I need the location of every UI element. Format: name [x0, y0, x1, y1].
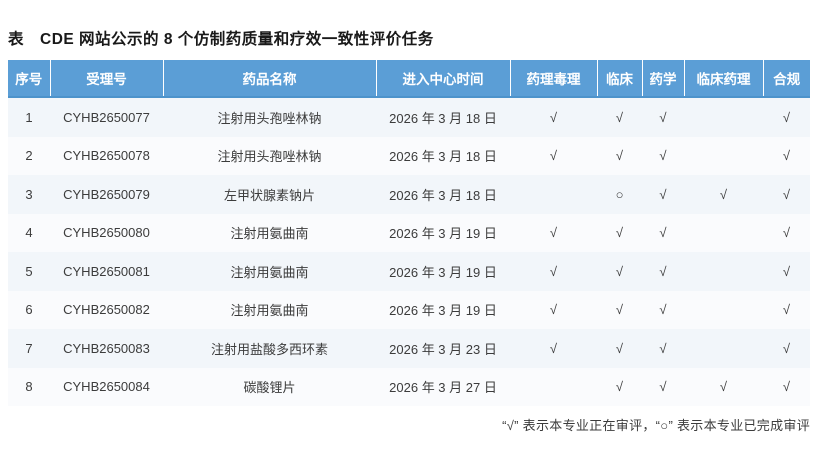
table-row: 6 CYHB2650082 注射用氨曲南 2026 年 3 月 19 日 √ √… — [8, 290, 810, 330]
cell-mark-pharm-tox: √ — [549, 302, 558, 318]
table-row: 1 CYHB2650077 注射用头孢唑林钠 2026 年 3 月 18 日 √… — [8, 97, 810, 137]
cell-mark-pharm-tox: √ — [549, 109, 558, 125]
cell-seq: 1 — [25, 109, 33, 125]
cell-entry-date: 2026 年 3 月 19 日 — [389, 303, 497, 319]
cell-mark-compliance: √ — [782, 148, 791, 164]
cell-drug-name: 注射用盐酸多西环素 — [210, 341, 328, 357]
cell-entry-date: 2026 年 3 月 18 日 — [389, 149, 497, 165]
cell-seq: 5 — [25, 263, 33, 279]
table-row: 4 CYHB2650080 注射用氨曲南 2026 年 3 月 19 日 √ √… — [8, 213, 810, 253]
cell-mark-pharm-tox: √ — [549, 148, 558, 164]
cell-mark-clinical: √ — [615, 109, 624, 125]
cell-acceptance-no: CYHB2650083 — [63, 340, 150, 356]
cell-entry-date: 2026 年 3 月 18 日 — [389, 110, 497, 126]
cell-mark-clinical: √ — [615, 225, 624, 241]
cell-drug-name: 注射用氨曲南 — [230, 303, 309, 319]
cell-mark-pharm-tox — [510, 175, 597, 214]
header-entry-date: 进入中心时间 — [376, 60, 511, 98]
cell-mark-pharm-tox — [510, 368, 597, 407]
cell-acceptance-no: CYHB2650078 — [63, 148, 150, 164]
header-clinical: 临床 — [597, 60, 643, 98]
cell-mark-clinical-pharm — [684, 137, 763, 176]
cell-seq: 8 — [25, 379, 33, 395]
cell-mark-clinical-pharm — [684, 214, 763, 253]
cell-mark-clinical: ○ — [615, 186, 624, 202]
cell-mark-pharmacy: √ — [659, 340, 667, 356]
table-header-row: 序号 受理号 药品名称 进入中心时间 药理毒理 临床 药学 临床药理 合规 — [8, 60, 810, 98]
cell-mark-clinical-pharm — [684, 97, 763, 137]
cell-mark-compliance: √ — [782, 340, 791, 356]
cell-drug-name: 注射用头孢唑林钠 — [217, 110, 322, 126]
table-row: 5 CYHB2650081 注射用氨曲南 2026 年 3 月 19 日 √ √… — [8, 252, 810, 291]
cell-mark-compliance: √ — [782, 109, 791, 125]
cell-mark-compliance: √ — [782, 263, 791, 279]
cell-mark-clinical: √ — [615, 148, 624, 164]
cell-mark-clinical: √ — [615, 302, 624, 318]
header-clinical-pharm: 临床药理 — [684, 60, 764, 98]
header-pharmacy: 药学 — [642, 60, 685, 98]
cell-acceptance-no: CYHB2650084 — [63, 379, 150, 395]
table-row: 2 CYHB2650078 注射用头孢唑林钠 2026 年 3 月 18 日 √… — [8, 136, 810, 176]
cell-mark-pharmacy: √ — [659, 186, 667, 202]
cell-mark-clinical-pharm — [684, 291, 763, 330]
cell-entry-date: 2026 年 3 月 19 日 — [389, 226, 497, 242]
header-drug-name: 药品名称 — [163, 60, 377, 98]
cell-mark-clinical: √ — [615, 379, 624, 395]
cell-mark-pharmacy: √ — [659, 109, 667, 125]
cell-mark-pharm-tox: √ — [549, 340, 558, 356]
cell-entry-date: 2026 年 3 月 18 日 — [389, 187, 497, 203]
cell-seq: 3 — [25, 186, 33, 202]
cell-mark-clinical: √ — [615, 263, 624, 279]
cell-acceptance-no: CYHB2650082 — [63, 302, 150, 318]
cell-seq: 4 — [25, 225, 33, 241]
table-title: 表 CDE 网站公示的 8 个仿制药质量和疗效一致性评价任务 — [8, 31, 434, 48]
cell-acceptance-no: CYHB2650077 — [63, 109, 150, 125]
cell-mark-clinical: √ — [615, 340, 624, 356]
cell-mark-pharmacy: √ — [659, 263, 667, 279]
cell-drug-name: 注射用头孢唑林钠 — [217, 149, 322, 165]
cell-mark-compliance: √ — [782, 379, 791, 395]
cell-mark-pharmacy: √ — [659, 379, 667, 395]
header-acceptance-no: 受理号 — [50, 60, 164, 98]
header-compliance: 合规 — [763, 60, 810, 98]
cell-mark-compliance: √ — [782, 225, 791, 241]
cell-mark-compliance: √ — [782, 186, 791, 202]
cell-entry-date: 2026 年 3 月 27 日 — [389, 380, 497, 396]
cell-drug-name: 碳酸锂片 — [243, 380, 296, 396]
table-footnote: “√” 表示本专业正在审评，“○” 表示本专业已完成审评 — [502, 418, 810, 433]
evaluation-tasks-table: 序号 受理号 药品名称 进入中心时间 药理毒理 临床 药学 临床药理 合规 1 … — [8, 60, 810, 406]
header-seq: 序号 — [8, 60, 51, 98]
cell-seq: 6 — [25, 302, 33, 318]
cell-mark-clinical-pharm — [684, 252, 763, 291]
cell-acceptance-no: CYHB2650079 — [63, 186, 150, 202]
cell-seq: 7 — [25, 340, 33, 356]
header-pharm-tox: 药理毒理 — [510, 60, 598, 98]
cell-drug-name: 注射用氨曲南 — [230, 226, 309, 242]
cell-mark-clinical-pharm: √ — [719, 186, 728, 202]
cell-mark-compliance: √ — [782, 302, 791, 318]
cell-mark-clinical-pharm — [684, 329, 763, 368]
table-row: 8 CYHB2650084 碳酸锂片 2026 年 3 月 27 日 √ √ √… — [8, 367, 810, 407]
cell-mark-pharm-tox: √ — [549, 263, 558, 279]
table-row: 3 CYHB2650079 左甲状腺素钠片 2026 年 3 月 18 日 ○ … — [8, 175, 810, 214]
cell-entry-date: 2026 年 3 月 23 日 — [389, 341, 497, 357]
cell-drug-name: 左甲状腺素钠片 — [223, 187, 315, 203]
cell-drug-name: 注射用氨曲南 — [230, 264, 309, 280]
cell-acceptance-no: CYHB2650081 — [63, 263, 150, 279]
cell-mark-pharmacy: √ — [659, 302, 667, 318]
cell-entry-date: 2026 年 3 月 19 日 — [389, 264, 497, 280]
cell-mark-pharmacy: √ — [659, 225, 667, 241]
cell-seq: 2 — [25, 148, 33, 164]
cell-acceptance-no: CYHB2650080 — [63, 225, 150, 241]
cell-mark-pharmacy: √ — [659, 148, 667, 164]
cell-mark-clinical-pharm: √ — [719, 379, 728, 395]
cell-mark-pharm-tox: √ — [549, 225, 558, 241]
table-row: 7 CYHB2650083 注射用盐酸多西环素 2026 年 3 月 23 日 … — [8, 329, 810, 368]
